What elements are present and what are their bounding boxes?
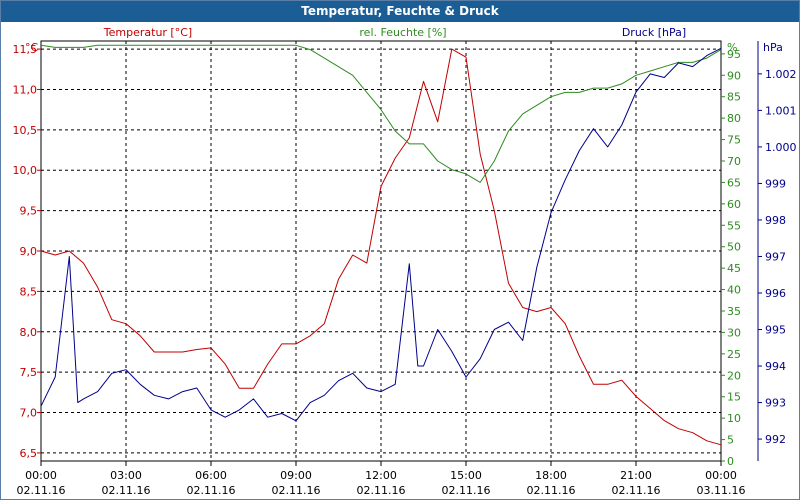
pressure-unit-label: hPa	[763, 41, 783, 54]
humidity-tick-label: 25	[727, 348, 741, 361]
pressure-tick-label: 992	[765, 433, 786, 446]
temperature-axis: 6,5 7,0 7,5 8,0 8,5 9,0 9,5 10,0 10,5 11,0 11,5	[13, 43, 41, 460]
humidity-tick-label: 0	[727, 455, 734, 468]
humidity-tick-label: 5	[727, 434, 734, 447]
temperature-tick-label: 8,0	[20, 326, 38, 339]
temperature-tick-label: 10,0	[13, 164, 38, 177]
pressure-tick-label: 1.002	[765, 68, 797, 81]
temperature-tick-label: 9,0	[20, 245, 38, 258]
temperature-tick-label: 7,0	[20, 407, 38, 420]
pressure-tick-label: 996	[765, 287, 786, 300]
time-tick-label: 03:00	[110, 469, 142, 482]
temperature-tick-label: 8,5	[20, 285, 38, 298]
humidity-tick-label: 60	[727, 198, 741, 211]
pressure-tick-label: 993	[765, 397, 786, 410]
humidity-tick-label: 90	[727, 69, 741, 82]
date-tick-label: 02.11.16	[17, 484, 66, 497]
temperature-tick-label: 9,5	[20, 205, 38, 218]
temperature-tick-label: 7,5	[20, 366, 38, 379]
pressure-axis: 992 993 994 995 996 997 998 999 1.000 1.001 1.002	[757, 41, 797, 461]
chart-canvas: 6,5 7,0 7,5 8,0 8,5 9,0 9,5 10,0 10,5 11,0 11,5 0 5…	[13, 26, 797, 497]
pressure-tick-label: 999	[765, 177, 786, 190]
temperature-tick-label: 10,5	[13, 124, 38, 137]
humidity-tick-label: 70	[727, 155, 741, 168]
date-tick-label: 02.11.16	[357, 484, 406, 497]
humidity-tick-label: 95	[727, 48, 741, 61]
temperature-tick-label: 11,0	[13, 83, 38, 96]
time-tick-label: 00:00	[705, 469, 737, 482]
gridlines	[41, 41, 721, 461]
series-line-humidity	[40, 44, 722, 183]
humidity-axis: 0 5 10 15 20 25 30 35 40 45 50 55 60 65 70 75 80 85 90 95	[721, 48, 741, 468]
humidity-tick-label: 65	[727, 176, 741, 189]
humidity-tick-label: 10	[727, 412, 741, 425]
humidity-tick-label: 50	[727, 241, 741, 254]
date-tick-label: 03.11.16	[697, 484, 746, 497]
humidity-tick-label: 55	[727, 219, 741, 232]
humidity-tick-label: 15	[727, 391, 741, 404]
time-tick-label: 06:00	[195, 469, 227, 482]
pressure-tick-label: 1.001	[765, 104, 797, 117]
humidity-tick-label: 40	[727, 284, 741, 297]
time-tick-label: 12:00	[365, 469, 397, 482]
time-tick-label: 15:00	[450, 469, 482, 482]
date-tick-label: 02.11.16	[102, 484, 151, 497]
pressure-tick-label: 997	[765, 250, 786, 263]
humidity-tick-label: 35	[727, 305, 741, 318]
humidity-tick-label: 20	[727, 369, 741, 382]
humidity-axis-label: rel. Feuchte [%]	[359, 26, 446, 39]
humidity-tick-label: 45	[727, 262, 741, 275]
time-tick-label: 21:00	[620, 469, 652, 482]
axis-labels: Temperatur [°C] rel. Feuchte [%] Druck [hP…	[25, 26, 783, 54]
humidity-tick-label: 85	[727, 91, 741, 104]
time-axis: 00:00 02.11.16 03:00 02.11.16 06:00 02.11.16 0…	[17, 461, 746, 497]
date-tick-label: 02.11.16	[187, 484, 236, 497]
date-tick-label: 02.11.16	[527, 484, 576, 497]
date-tick-label: 02.11.16	[442, 484, 491, 497]
time-tick-label: 18:00	[535, 469, 567, 482]
time-tick-label: 09:00	[280, 469, 312, 482]
time-tick-label: 00:00	[25, 469, 57, 482]
chart-title: Temperatur, Feuchte & Druck	[1, 1, 799, 22]
date-tick-label: 02.11.16	[612, 484, 661, 497]
pressure-tick-label: 1.000	[765, 141, 797, 154]
pressure-axis-label: Druck [hPa]	[622, 26, 686, 39]
humidity-tick-label: 75	[727, 134, 741, 147]
date-tick-label: 02.11.16	[272, 484, 321, 497]
series-lines	[40, 44, 722, 446]
humidity-tick-label: 30	[727, 326, 741, 339]
pressure-tick-label: 995	[765, 324, 786, 337]
pressure-tick-label: 998	[765, 214, 786, 227]
humidity-unit-label: %	[727, 41, 737, 54]
humidity-tick-label: 80	[727, 112, 741, 125]
series-line-temperature	[40, 48, 722, 446]
temperature-tick-label: 11,5	[13, 43, 38, 56]
temperature-tick-label: 6,5	[20, 447, 38, 460]
series-line-pressure	[40, 47, 722, 422]
pressure-tick-label: 994	[765, 360, 786, 373]
temperature-unit-label: °C	[25, 41, 39, 54]
temperature-axis-label: Temperatur [°C]	[103, 26, 192, 39]
